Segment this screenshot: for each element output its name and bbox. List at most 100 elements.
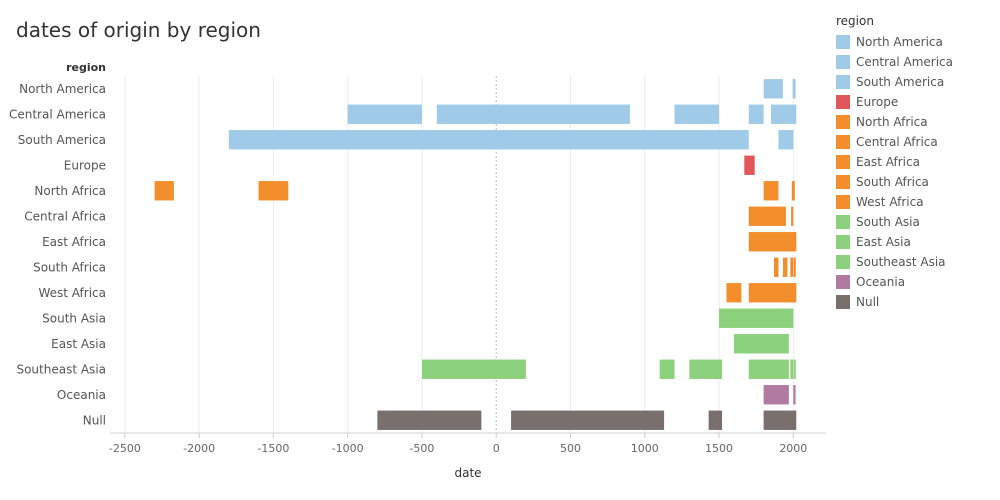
legend: region North America Central America South… <box>836 14 996 312</box>
bar-segment <box>748 359 789 379</box>
legend-swatch <box>836 235 850 249</box>
bar-segment <box>792 79 796 99</box>
legend-swatch <box>836 135 850 149</box>
y-tick-label: North Africa <box>34 184 106 198</box>
legend-item[interactable]: Southeast Asia <box>836 252 996 272</box>
legend-label: Oceania <box>856 275 906 289</box>
y-tick-label: South America <box>18 133 106 147</box>
legend-label: North America <box>856 35 943 49</box>
y-tick-label: South Africa <box>33 260 106 274</box>
y-tick-label: East Asia <box>51 337 106 351</box>
legend-label: East Africa <box>856 155 920 169</box>
bar-segment <box>511 410 665 430</box>
bar-segment <box>748 206 786 226</box>
bar-segment <box>782 257 788 277</box>
legend-item[interactable]: South Asia <box>836 212 996 232</box>
legend-label: South America <box>856 75 945 89</box>
bar-segment <box>763 79 783 99</box>
gantt-chart: region North America Central America South… <box>9 61 826 480</box>
legend-label: Central Africa <box>856 135 938 149</box>
bar-segment <box>791 181 795 201</box>
bar-segment <box>258 181 289 201</box>
legend-item[interactable]: South Africa <box>836 172 996 192</box>
legend-swatch <box>836 195 850 209</box>
x-tick-label: 1500 <box>705 442 733 455</box>
legend-swatch <box>836 215 850 229</box>
bar-segment <box>793 257 796 277</box>
bar-segment <box>708 410 723 430</box>
x-tick-label: -1500 <box>257 442 289 455</box>
bar-segment <box>733 334 789 354</box>
bars <box>154 79 797 430</box>
bar-segment <box>790 359 794 379</box>
y-tick-label: Central Africa <box>24 209 106 223</box>
x-tick-label: 500 <box>560 442 581 455</box>
y-tick-label: East Africa <box>42 235 106 249</box>
x-axis-label: date <box>454 466 481 480</box>
y-tick-label: Oceania <box>57 388 106 402</box>
bar-segment <box>674 104 720 124</box>
bar-segment <box>748 104 764 124</box>
y-tick-label: Central America <box>9 107 106 121</box>
legend-swatch <box>836 75 850 89</box>
bar-segment <box>228 130 749 150</box>
bar-segment <box>719 308 794 328</box>
bar-segment <box>774 257 779 277</box>
legend-swatch <box>836 275 850 289</box>
legend-label: North Africa <box>856 115 928 129</box>
x-tick-label: 0 <box>493 442 500 455</box>
legend-item[interactable]: Europe <box>836 92 996 112</box>
bar-segment <box>659 359 675 379</box>
bar-segment <box>748 283 797 303</box>
legend-swatch <box>836 95 850 109</box>
legend-item[interactable]: East Asia <box>836 232 996 252</box>
legend-swatch <box>836 115 850 129</box>
bar-segment <box>377 410 482 430</box>
y-tick-label: North America <box>19 82 106 96</box>
chart-title: dates of origin by region <box>16 18 261 42</box>
x-tick-label: -1000 <box>332 442 364 455</box>
legend-item[interactable]: Oceania <box>836 272 996 292</box>
legend-swatch <box>836 35 850 49</box>
legend-item[interactable]: South America <box>836 72 996 92</box>
legend-item[interactable]: Null <box>836 292 996 312</box>
x-tick-label: 1000 <box>631 442 659 455</box>
x-tick-label: -500 <box>409 442 434 455</box>
legend-swatch <box>836 175 850 189</box>
legend-item[interactable]: Central Africa <box>836 132 996 152</box>
y-tick-labels: North America Central America South Americ… <box>9 82 106 428</box>
y-tick-label: Europe <box>64 158 106 172</box>
legend-label: East Asia <box>856 235 911 249</box>
legend-label: Central America <box>856 55 954 69</box>
gridlines <box>124 76 794 433</box>
bar-segment <box>726 283 742 303</box>
x-tick-labels: -2500 -2000 -1500 -1000 -500 0 500 1000 1500 2000 <box>109 433 807 455</box>
bar-segment <box>744 155 755 175</box>
bar-segment <box>793 385 796 405</box>
y-tick-label: West Africa <box>38 286 106 300</box>
legend-swatch <box>836 155 850 169</box>
legend-item[interactable]: North America <box>836 32 996 52</box>
bar-segment <box>778 130 794 150</box>
bar-segment <box>436 104 630 124</box>
legend-item[interactable]: West Africa <box>836 192 996 212</box>
bar-segment <box>748 232 797 252</box>
legend-label: South Africa <box>856 175 929 189</box>
y-tick-label: South Asia <box>42 311 106 325</box>
legend-swatch <box>836 295 850 309</box>
bar-segment <box>154 181 174 201</box>
y-tick-label: Southeast Asia <box>16 362 106 376</box>
bar-segment <box>347 104 422 124</box>
bar-segment <box>791 206 794 226</box>
x-tick-label: 2000 <box>779 442 807 455</box>
bar-segment <box>771 104 797 124</box>
legend-label: South Asia <box>856 215 920 229</box>
bar-segment <box>763 181 779 201</box>
legend-item[interactable]: Central America <box>836 52 996 72</box>
legend-label: Europe <box>856 95 899 109</box>
x-tick-label: -2000 <box>183 442 215 455</box>
legend-title: region <box>836 14 874 28</box>
bar-segment <box>763 385 789 405</box>
legend-item[interactable]: East Africa <box>836 152 996 172</box>
legend-item[interactable]: North Africa <box>836 112 996 132</box>
